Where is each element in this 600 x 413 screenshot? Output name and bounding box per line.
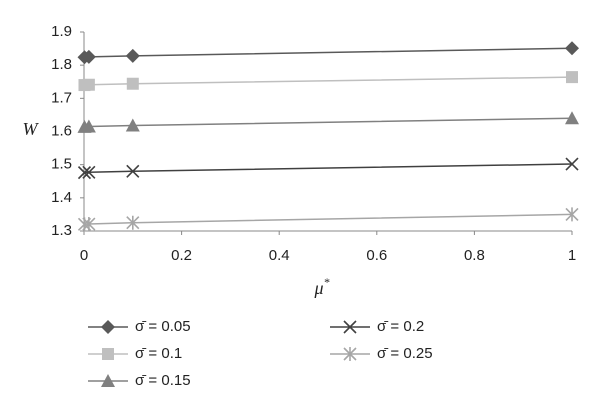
legend-marker: [343, 347, 357, 361]
data-point: [77, 166, 92, 180]
y-tick-label: 1.3: [51, 222, 72, 239]
legend-marker: [101, 374, 115, 387]
y-axis-label: W: [23, 119, 40, 139]
data-point: [125, 118, 140, 132]
series-line: [84, 117, 573, 128]
legend-label: σ̄ = 0.2: [377, 318, 424, 335]
legend-label: σ̄ = 0.25: [377, 345, 433, 362]
data-point: [82, 165, 96, 179]
legend-marker: [101, 320, 115, 334]
legend-marker: [343, 320, 357, 334]
data-point: [126, 215, 140, 230]
data-point: [565, 207, 579, 222]
data-point: [81, 119, 96, 133]
data-point: [565, 157, 579, 171]
x-axis-label: μ*: [313, 275, 329, 298]
data-point: [126, 164, 140, 178]
data-point: [565, 111, 579, 125]
x-tick-label: 0: [80, 247, 88, 264]
series-line: [84, 213, 573, 226]
series-line: [84, 163, 573, 174]
x-axis-label-main: μ: [313, 278, 323, 298]
x-axis-label-sup: *: [324, 275, 330, 289]
data-point: [125, 48, 140, 63]
legend-label: σ̄ = 0.15: [135, 372, 191, 389]
y-tick-label: 1.7: [51, 89, 72, 106]
legend-label: σ̄ = 0.1: [135, 345, 182, 362]
x-tick-label: 0.6: [366, 247, 387, 264]
data-point: [126, 77, 139, 90]
y-tick-label: 1.4: [51, 189, 72, 206]
series-line: [84, 47, 573, 58]
data-point: [565, 41, 579, 56]
x-tick-label: 0.8: [464, 247, 485, 264]
x-tick-label: 0.2: [171, 247, 192, 264]
data-point: [81, 49, 96, 64]
y-tick-label: 1.9: [51, 23, 72, 40]
data-point: [566, 71, 578, 84]
y-tick-label: 1.5: [51, 156, 72, 173]
y-tick-label: 1.8: [51, 56, 72, 73]
x-tick-label: 0.4: [269, 247, 290, 264]
data-point: [82, 217, 96, 232]
legend-label: σ̄ = 0.05: [135, 318, 191, 335]
x-tick-label: 1: [568, 247, 576, 264]
y-tick-label: 1.6: [51, 122, 72, 139]
legend-marker: [102, 348, 114, 360]
series-line: [84, 76, 573, 86]
data-point: [82, 78, 95, 91]
